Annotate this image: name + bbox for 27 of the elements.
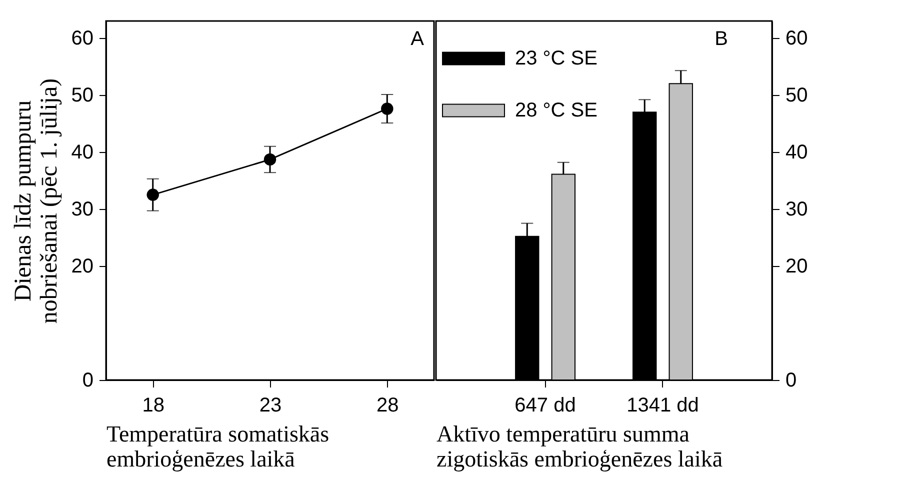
point <box>264 153 276 166</box>
x-axis-title: Aktīvo temperatūru summa zigotiskās embrioģenēzes laikā <box>436 422 723 472</box>
y2-tick-label: 50 <box>786 84 808 107</box>
x-tick-label: 28 <box>376 394 399 416</box>
y2-tick-label: 40 <box>786 142 808 164</box>
legend-label: 28 °C SE <box>515 100 598 122</box>
annotation: B <box>714 28 728 50</box>
x-tick-label: 23 <box>259 394 282 416</box>
point <box>381 102 394 115</box>
annotation: A <box>410 28 425 50</box>
y-tick-label: 50 <box>71 84 94 107</box>
y2-tick-label: 20 <box>786 256 808 278</box>
y-tick-label: 60 <box>71 28 94 50</box>
y2-tick-label: 30 <box>786 198 808 221</box>
y2-tick-label: 0 <box>786 370 797 392</box>
y-tick-label: 30 <box>71 198 94 221</box>
y-tick-label: 40 <box>71 142 94 164</box>
y-tick-label: 0 <box>82 370 94 392</box>
y2-tick-label: 60 <box>786 28 808 50</box>
point <box>146 188 159 201</box>
x-axis-title: Temperatūra somatiskās embrioģenēzes laikā <box>106 422 330 472</box>
x-tick-label: 18 <box>142 394 164 416</box>
y-tick-label: 20 <box>71 256 94 278</box>
y-axis-title: Dienas līdz pumpuru nobriešanai (pēc 1. jūlija) <box>10 78 62 324</box>
legend-label: 23 °C SE <box>515 48 598 70</box>
x-tick-label: 647 dd <box>514 394 576 416</box>
x-tick-label: 1341 dd <box>626 394 699 416</box>
